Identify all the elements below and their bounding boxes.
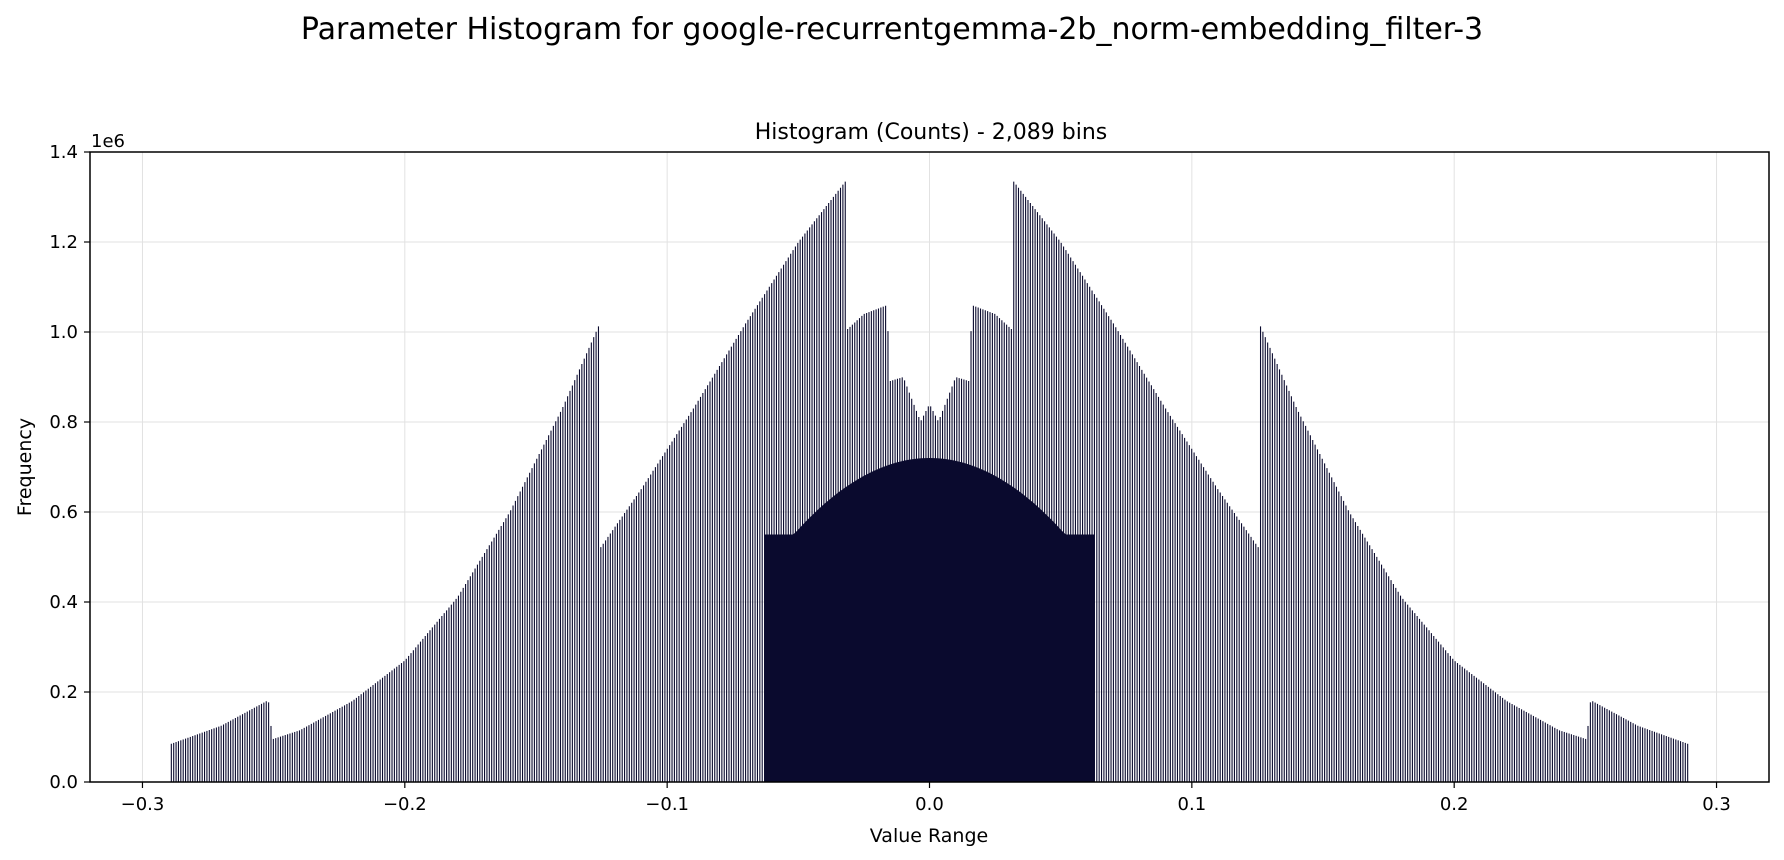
x-tick-label: −0.1	[645, 794, 689, 815]
x-axis-label: Value Range	[870, 825, 988, 847]
y-tick-label: 0.6	[49, 502, 78, 523]
x-tick-label: −0.2	[383, 794, 427, 815]
y-axis-label: Frequency	[14, 418, 36, 516]
x-tick-label: 0.0	[915, 794, 944, 815]
x-tick-label: 0.2	[1440, 794, 1469, 815]
y-tick-label: 0.2	[49, 682, 78, 703]
histogram-bars	[170, 181, 1689, 782]
figure-title: Parameter Histogram for google-recurrent…	[300, 12, 1484, 47]
y-tick-label: 1.0	[49, 322, 78, 343]
y-axis-ticks: 0.0 0.2 0.4 0.6 0.8 1.0 1.2 1.4	[49, 142, 90, 793]
y-tick-label: 0.4	[49, 592, 78, 613]
x-axis-ticks: −0.3 −0.2 −0.1 0.0 0.1 0.2 0.3	[121, 782, 1731, 815]
y-tick-label: 1.2	[49, 232, 78, 253]
x-tick-label: 0.1	[1178, 794, 1207, 815]
x-tick-label: −0.3	[121, 794, 165, 815]
chart-title: Histogram (Counts) - 2,089 bins	[755, 120, 1107, 145]
y-tick-label: 0.8	[49, 412, 78, 433]
y-tick-label: 1.4	[49, 142, 78, 163]
histogram-dense-region	[764, 458, 1095, 782]
x-tick-label: 0.3	[1702, 794, 1731, 815]
y-tick-label: 0.0	[49, 772, 78, 793]
y-offset-label: 1e6	[91, 131, 125, 152]
